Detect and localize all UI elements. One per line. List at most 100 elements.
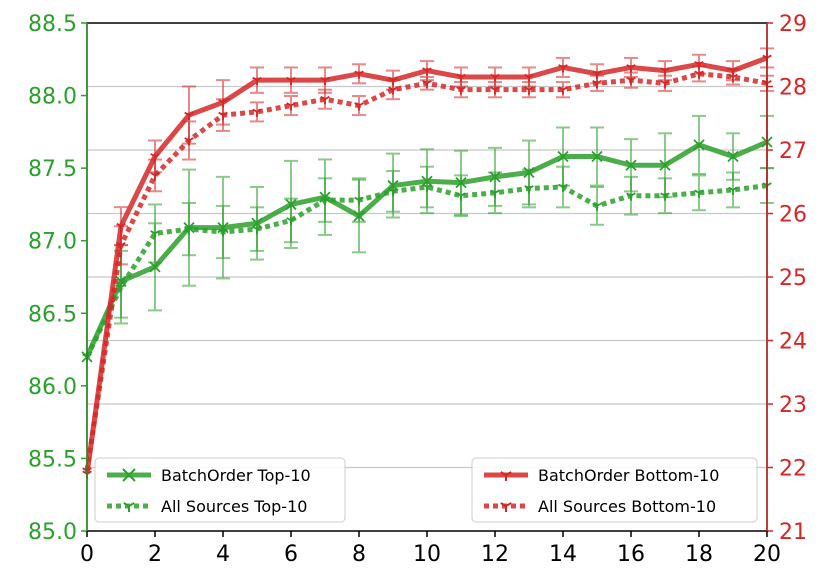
right-tick-label: 22	[779, 457, 807, 482]
data-point	[320, 196, 330, 206]
x-tick-label: 8	[352, 542, 366, 567]
data-point	[728, 186, 738, 195]
data-point	[558, 183, 568, 193]
legend-box	[471, 457, 758, 523]
data-point	[116, 283, 126, 293]
data-point	[660, 192, 670, 201]
legend-label: All Sources Top-10	[161, 497, 307, 516]
data-point	[625, 159, 637, 171]
data-point	[490, 86, 500, 95]
series-all-sources-top-10	[82, 165, 774, 362]
data-point	[286, 102, 296, 111]
data-point	[354, 196, 364, 206]
x-tick-label: 0	[80, 542, 94, 567]
data-point	[388, 188, 398, 197]
right-tick-label: 29	[779, 12, 807, 37]
data-point	[591, 150, 603, 163]
legend-box	[94, 457, 346, 523]
left-tick-label: 87.0	[28, 230, 77, 255]
data-point	[500, 502, 512, 512]
data-point	[286, 217, 296, 226]
x-tick-label: 18	[685, 542, 713, 567]
series-layer	[81, 47, 774, 479]
data-point	[218, 111, 228, 121]
data-point	[422, 183, 432, 193]
data-point	[320, 76, 330, 86]
right-tick-label: 24	[779, 330, 807, 355]
data-point	[320, 95, 330, 105]
data-point	[524, 86, 534, 95]
x-tick-label: 20	[753, 542, 781, 567]
right-tick-label: 28	[779, 76, 807, 101]
left-tick-label: 85.5	[28, 447, 77, 472]
data-point	[727, 150, 739, 163]
data-point	[184, 225, 194, 235]
data-point	[184, 137, 194, 146]
left-axis: 85.0 85.5 86.0 86.5 87.0 87.5 88.0 88.5	[28, 12, 88, 545]
x-tick-label: 2	[148, 542, 162, 567]
left-tick-label: 86.0	[28, 375, 77, 400]
data-point	[422, 80, 432, 89]
data-point	[558, 86, 568, 95]
data-point	[557, 150, 569, 163]
legend-label: BatchOrder Bottom-10	[538, 466, 719, 485]
data-point	[694, 70, 704, 79]
legend-label: BatchOrder Top-10	[161, 466, 311, 485]
data-point	[592, 80, 602, 89]
data-point	[660, 80, 670, 89]
data-point	[422, 67, 432, 76]
data-point	[626, 192, 636, 201]
right-tick-label: 27	[779, 139, 807, 164]
x-tick-label: 16	[617, 542, 645, 567]
right-tick-label: 23	[779, 393, 807, 418]
left-tick-label: 88.5	[28, 12, 77, 37]
data-point	[149, 261, 161, 273]
data-point	[218, 228, 228, 238]
series-batchorder-top-10	[81, 114, 774, 363]
data-point	[524, 185, 534, 194]
x-axis: 0 2 4 6 8 10 12 14 16 18 20	[80, 531, 781, 567]
x-tick-label: 4	[216, 542, 230, 567]
data-point	[122, 468, 136, 482]
data-point	[500, 471, 512, 481]
data-point	[184, 111, 194, 121]
data-point	[286, 76, 296, 86]
legend-label: All Sources Bottom-10	[538, 497, 716, 516]
right-tick-label: 26	[779, 203, 807, 228]
data-point	[592, 202, 602, 211]
data-point	[456, 192, 466, 201]
data-point	[694, 189, 704, 198]
data-point	[558, 64, 568, 73]
right-tick-label: 21	[779, 520, 807, 545]
left-tick-label: 87.5	[28, 157, 77, 182]
series-batchorder-bottom-10	[82, 47, 774, 479]
data-point	[388, 86, 398, 95]
legend-left: BatchOrder Top-10 All Sources Top-10	[94, 457, 346, 523]
data-point	[659, 159, 671, 171]
data-point	[490, 189, 500, 198]
left-tick-label: 85.0	[28, 520, 77, 545]
data-point	[150, 172, 160, 181]
data-point	[354, 70, 364, 79]
series-all-sources-bottom-10	[82, 65, 774, 476]
x-tick-label: 10	[413, 542, 441, 567]
data-point	[693, 139, 705, 151]
x-tick-label: 14	[549, 542, 577, 567]
data-point	[626, 76, 636, 86]
data-point	[252, 76, 262, 86]
data-point	[252, 108, 262, 117]
data-point	[354, 102, 364, 111]
data-point	[728, 73, 738, 82]
left-tick-label: 88.0	[28, 85, 77, 110]
data-point	[252, 225, 262, 235]
legend-right: BatchOrder Bottom-10 All Sources Bottom-1…	[471, 457, 758, 523]
data-point	[116, 241, 126, 251]
right-tick-label: 25	[779, 266, 807, 291]
right-axis: 21 22 23 24 25 26 27 28 29	[766, 12, 807, 545]
x-tick-label: 12	[481, 542, 509, 567]
x-tick-label: 6	[284, 542, 298, 567]
data-point	[150, 230, 160, 239]
data-point	[123, 502, 135, 512]
data-point	[456, 86, 466, 95]
